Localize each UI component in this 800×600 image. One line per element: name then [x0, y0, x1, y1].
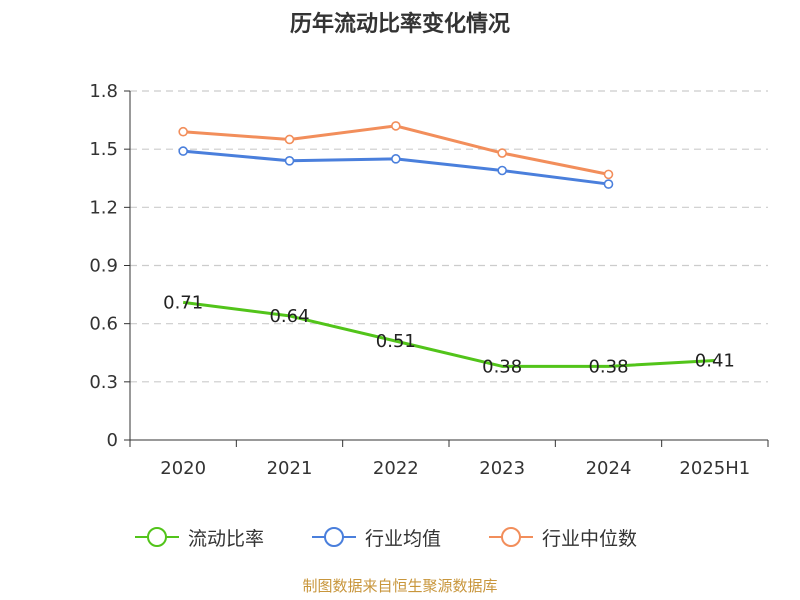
chart-title: 历年流动比率变化情况	[289, 12, 510, 37]
data-point	[178, 146, 188, 156]
legend-marker-industry-mean	[312, 527, 356, 547]
source-footer: 制图数据来自恒生聚源数据库	[302, 577, 498, 595]
legend-item-industry-median[interactable]: 行业中位数	[488, 520, 637, 554]
legend-label: 流动比率	[188, 527, 265, 550]
legend-item-current-ratio[interactable]: 流动比率	[134, 520, 264, 554]
data-point	[497, 148, 507, 158]
series-line-2	[183, 124, 609, 176]
y-tick-label: 1.2	[89, 197, 118, 218]
y-tick-label: 1.5	[89, 139, 118, 160]
series-lines	[178, 121, 715, 368]
line-chart: 0 0.3 0.6 0.9 1.2 1.5 1.8 2020 2021 2022 2023 2024 2…	[89, 81, 769, 479]
legend: 流动比率 行业均值 行业中位数	[0, 520, 800, 554]
x-tick-label: 2022	[373, 458, 419, 479]
gridlines	[130, 90, 768, 383]
data-label: 0.64	[269, 306, 309, 327]
x-tick-label: 2020	[160, 458, 206, 479]
data-point	[284, 156, 295, 166]
legend-marker-current-ratio	[135, 527, 179, 547]
y-tick-label: 0.6	[89, 314, 118, 335]
data-label: 0.51	[376, 331, 416, 352]
legend-item-industry-mean[interactable]: 行业均值	[311, 520, 441, 554]
data-label: 0.38	[482, 356, 522, 377]
data-point	[391, 121, 401, 131]
legend-label: 行业中位数	[542, 527, 638, 550]
axes: 0 0.3 0.6 0.9 1.2 1.5 1.8 2020 2021 2022 2023 2024 2…	[89, 81, 769, 479]
data-labels: 0.71 0.64 0.51 0.38 0.38 0.41	[163, 292, 735, 377]
x-tick-label: 2023	[479, 458, 525, 479]
data-point	[497, 165, 507, 176]
data-point	[178, 126, 188, 137]
data-point	[284, 134, 295, 145]
series-line-0	[182, 300, 715, 368]
legend-label: 行业均值	[365, 527, 442, 550]
y-tick-label: 1.8	[89, 81, 118, 102]
x-tick-label: 2024	[586, 458, 632, 479]
x-tick-label: 2025H1	[679, 458, 750, 479]
legend-marker-industry-median	[489, 527, 533, 547]
data-point	[603, 169, 614, 180]
data-point	[391, 154, 401, 164]
data-label: 0.41	[695, 351, 735, 372]
y-tick-label: 0.9	[89, 256, 118, 277]
x-tick-label: 2021	[267, 458, 313, 479]
y-tick-label: 0.3	[89, 372, 118, 393]
data-label: 0.71	[163, 292, 203, 313]
data-point	[603, 179, 614, 189]
y-tick-label: 0	[107, 430, 118, 451]
data-label: 0.38	[588, 356, 628, 377]
